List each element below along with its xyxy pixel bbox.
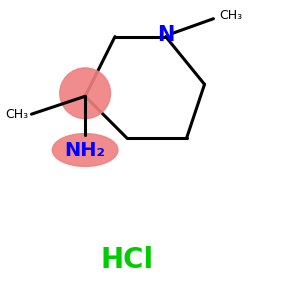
Circle shape bbox=[60, 68, 110, 119]
Ellipse shape bbox=[52, 134, 118, 166]
Text: N: N bbox=[157, 25, 174, 45]
Text: CH₃: CH₃ bbox=[5, 108, 28, 121]
Text: NH₂: NH₂ bbox=[64, 140, 106, 160]
Text: CH₃: CH₃ bbox=[219, 9, 243, 22]
Text: HCl: HCl bbox=[100, 246, 154, 274]
